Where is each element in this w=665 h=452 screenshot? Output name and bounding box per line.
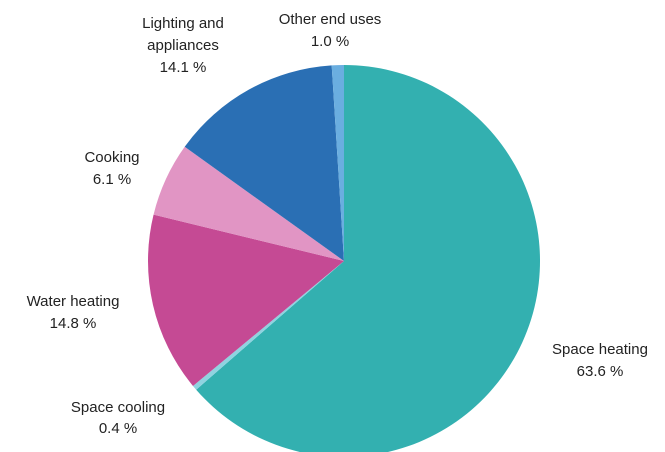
pie-slices bbox=[147, 65, 540, 452]
label-space-cooling: Space cooling bbox=[71, 399, 165, 416]
slice-space-cooling bbox=[192, 261, 344, 390]
value-cooking: 6.1 % bbox=[93, 171, 131, 188]
label-lighting-and-appliances-line1: Lighting and bbox=[142, 15, 224, 32]
value-lighting-and-appliances: 14.1 % bbox=[160, 59, 207, 76]
slice-other-end-uses bbox=[331, 65, 344, 261]
label-lighting-and-appliances-line2: appliances bbox=[147, 37, 219, 54]
label-cooking: Cooking bbox=[84, 149, 139, 166]
label-space-heating: Space heating bbox=[552, 341, 648, 358]
slice-water-heating bbox=[147, 214, 344, 386]
value-water-heating: 14.8 % bbox=[50, 315, 97, 332]
value-other-end-uses: 1.0 % bbox=[311, 33, 349, 50]
label-other-end-uses: Other end uses bbox=[279, 11, 382, 28]
slice-space-heating bbox=[196, 65, 540, 452]
value-space-cooling: 0.4 % bbox=[99, 420, 137, 437]
label-water-heating: Water heating bbox=[27, 293, 120, 310]
slice-cooking bbox=[153, 146, 344, 261]
slice-lighting-and-appliances bbox=[184, 65, 344, 261]
value-space-heating: 63.6 % bbox=[577, 363, 624, 380]
